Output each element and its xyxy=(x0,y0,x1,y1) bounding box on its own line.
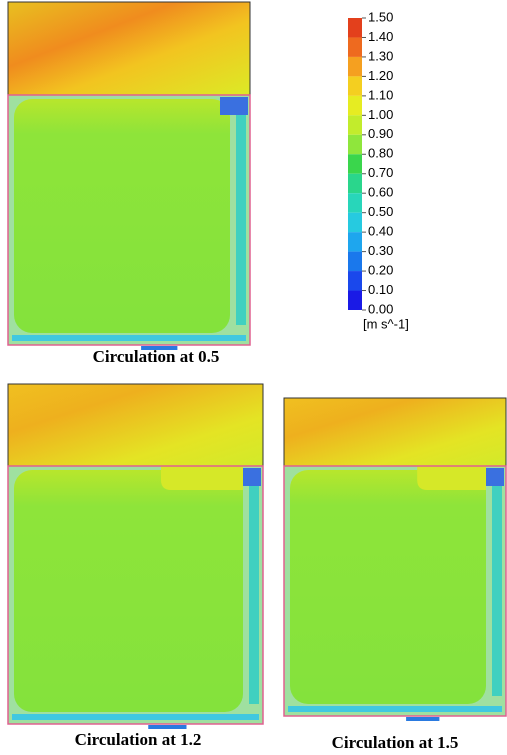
colorbar-band xyxy=(348,290,362,310)
colorbar-band xyxy=(348,115,362,135)
colorbar-tick-label: 0.10 xyxy=(368,282,393,297)
colorbar-band xyxy=(348,173,362,194)
colorbar-tick-label: 1.30 xyxy=(368,48,393,63)
colorbar-band xyxy=(348,193,362,213)
colorbar-tick-label: 0.60 xyxy=(368,185,393,200)
upper-region xyxy=(283,397,507,467)
upper-region xyxy=(7,1,251,96)
colorbar-band xyxy=(348,95,362,116)
upper-region xyxy=(7,383,264,467)
outline xyxy=(7,94,251,346)
wall-side xyxy=(236,115,246,325)
colorbar-tick-label: 0.90 xyxy=(368,126,393,141)
colorbar-band xyxy=(348,18,362,38)
lower-core xyxy=(14,99,230,333)
colorbar-tick-label: 0.50 xyxy=(368,204,393,219)
bottom-band xyxy=(288,706,502,712)
unit-label: [m s^-1] xyxy=(363,316,409,331)
wall-corner xyxy=(220,97,248,115)
colorbar-band xyxy=(348,37,362,57)
baffle xyxy=(161,466,243,490)
colorbar-band xyxy=(348,271,362,291)
bottom-band xyxy=(12,714,259,720)
colorbar-tick-label: 1.40 xyxy=(368,29,393,44)
lower-core xyxy=(290,470,486,704)
wall-side xyxy=(492,486,502,696)
colorbar-tick-label: 1.00 xyxy=(368,107,393,122)
caption: Circulation at 0.5 xyxy=(93,347,220,366)
colorbar-tick-label: 0.80 xyxy=(368,146,393,161)
colorbar-band xyxy=(348,154,362,174)
colorbar-band xyxy=(348,76,362,96)
colorbar-band xyxy=(348,56,362,77)
colorbar-band xyxy=(348,212,362,233)
colorbar-tick-label: 0.40 xyxy=(368,224,393,239)
caption: Circulation at 1.5 xyxy=(332,733,459,752)
contour-panel xyxy=(7,1,251,350)
colorbar-tick-label: 0.20 xyxy=(368,263,393,278)
outline xyxy=(7,465,264,725)
colorbar-tick-label: 0.70 xyxy=(368,165,393,180)
outline xyxy=(283,465,507,717)
bottom-band xyxy=(12,335,246,341)
caption: Circulation at 1.2 xyxy=(75,730,202,749)
colorbar-tick-label: 0.30 xyxy=(368,243,393,258)
colorbar-tick-label: 1.50 xyxy=(368,9,393,24)
colorbar-tick-label: 0.00 xyxy=(368,301,393,316)
contour-panel xyxy=(7,383,264,729)
colorbar-tick-label: 1.10 xyxy=(368,87,393,102)
colorbar-tick-label: 1.20 xyxy=(368,68,393,83)
colorbar-band xyxy=(348,232,362,252)
colorbar-band xyxy=(348,251,362,272)
wall-side xyxy=(249,486,259,704)
contour-panel xyxy=(283,397,507,721)
lower-core xyxy=(14,470,243,712)
colorbar-band xyxy=(348,134,362,155)
baffle xyxy=(417,466,486,490)
